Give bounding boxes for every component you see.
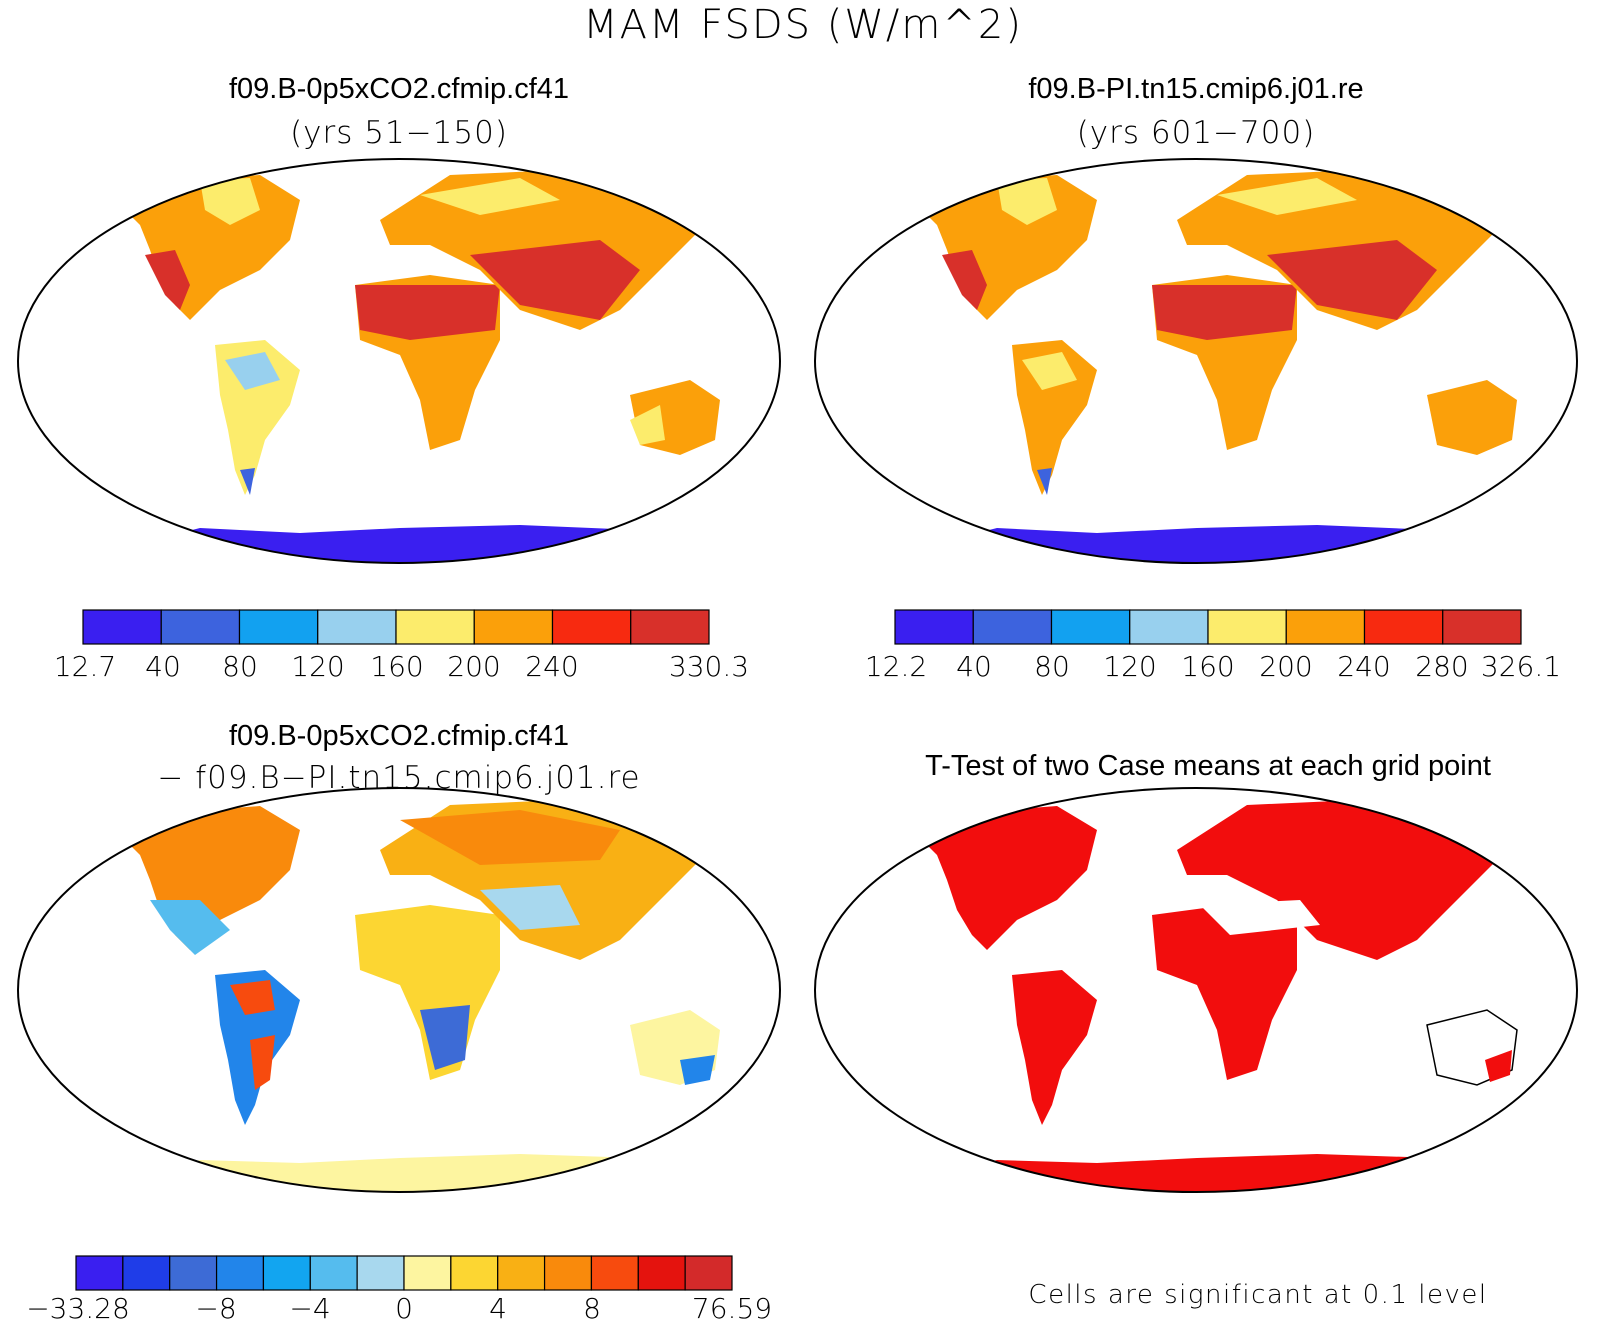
colorbar-segment [356, 1255, 405, 1291]
colorbar-segment [972, 609, 1053, 645]
colorbar-segment [630, 609, 710, 645]
colorbar-segment [1207, 609, 1287, 645]
colorbar-segment [590, 1255, 639, 1291]
colorbar-segment [169, 1255, 218, 1291]
colorbar-tick-label: −8 [195, 1292, 237, 1325]
colorbar-tick-label: 76.59 [691, 1292, 773, 1325]
colorbar-tick-label: 200 [447, 650, 501, 683]
colorbar-segment [497, 1255, 546, 1291]
colorbar-segment [1363, 609, 1444, 645]
colorbar-tick-label: −4 [289, 1292, 331, 1325]
colorbar-segment [450, 1255, 499, 1291]
colorbar-segment [1050, 609, 1131, 645]
colorbar-tick-label: 40 [956, 650, 992, 683]
colorbar-tick-label: 80 [222, 650, 258, 683]
colorbar-segment [543, 1255, 593, 1291]
colorbar-segment [317, 609, 397, 645]
panel-3-colorbar-labels: −33.28 −8 −4 0 4 8 76.59 [0, 1292, 800, 1328]
colorbar-segment [551, 609, 632, 645]
colorbar-tick-label: −33.28 [26, 1292, 130, 1325]
colorbar-segment [395, 609, 475, 645]
panel-2-title: f09.B-PI.tn15.cmip6.j01.re [1028, 73, 1364, 105]
panel-1-colorbar-labels: 12.7 40 80 120 160 200 240 330.3 [0, 650, 800, 686]
panel-4-title: T-Test of two Case means at each grid po… [925, 750, 1491, 782]
panel-2-colorbar-labels: 12.2 40 80 120 160 200 240 280 326.1 [0, 650, 1606, 686]
colorbar-segment [1129, 609, 1209, 645]
colorbar-tick-label: 200 [1259, 650, 1313, 683]
colorbar-tick-label: 80 [1034, 650, 1070, 683]
colorbar-segment [75, 1255, 124, 1291]
colorbar-tick-label: 330.3 [668, 650, 750, 683]
colorbar-tick-label: 40 [145, 650, 181, 683]
africa-region [355, 275, 500, 450]
antarctica-region [120, 525, 760, 563]
colorbar-segment [894, 609, 974, 645]
panel-1-subtitle: (yrs 51−150) [290, 115, 508, 151]
colorbar-tick-label: 160 [370, 650, 424, 683]
colorbar-tick-label: 0 [395, 1292, 413, 1325]
colorbar-segment [262, 1255, 311, 1291]
panel-4-significance-note: Cells are significant at 0.1 level [1028, 1280, 1488, 1310]
colorbar-segment [160, 609, 241, 645]
colorbar-tick-label: 4 [489, 1292, 507, 1325]
colorbar-segment [309, 1255, 358, 1291]
north-america-region [120, 175, 300, 320]
colorbar-tick-label: 120 [1103, 650, 1157, 683]
panel-2-subtitle: (yrs 601−700) [1076, 115, 1316, 151]
panel-2-colorbar [894, 609, 1522, 645]
colorbar-segment [215, 1255, 265, 1291]
australia-region [630, 380, 720, 455]
colorbar-tick-label: 160 [1181, 650, 1235, 683]
colorbar-tick-label: 12.7 [53, 650, 117, 683]
colorbar-segment [1285, 609, 1366, 645]
colorbar-segment [473, 609, 554, 645]
colorbar-segment [684, 1255, 733, 1291]
colorbar-segment [637, 1255, 686, 1291]
south-america-region [215, 340, 300, 495]
colorbar-segment [1442, 609, 1522, 645]
colorbar-tick-label: 240 [1337, 650, 1391, 683]
figure-title: MAM FSDS (W/m^2) [583, 2, 1023, 48]
colorbar-segment [238, 609, 319, 645]
colorbar-segment [122, 1255, 171, 1291]
colorbar-tick-label: 240 [525, 650, 579, 683]
eurasia-region [380, 170, 700, 330]
colorbar-tick-label: 120 [291, 650, 345, 683]
panel-1-title: f09.B-0p5xCO2.cfmip.cf41 [228, 73, 570, 105]
colorbar-tick-label: 326.1 [1480, 650, 1562, 683]
colorbar-tick-label: 280 [1415, 650, 1469, 683]
colorbar-segment [82, 609, 162, 645]
colorbar-tick-label: 8 [583, 1292, 601, 1325]
panel-3-subtitle: − f09.B−PI.tn15.cmip6.j01.re [157, 760, 641, 796]
panel-1-colorbar [82, 609, 710, 645]
panel-3-colorbar [75, 1255, 733, 1291]
colorbar-segment [403, 1255, 452, 1291]
panel-3-title: f09.B-0p5xCO2.cfmip.cf41 [228, 720, 570, 752]
colorbar-tick-label: 12.2 [864, 650, 928, 683]
